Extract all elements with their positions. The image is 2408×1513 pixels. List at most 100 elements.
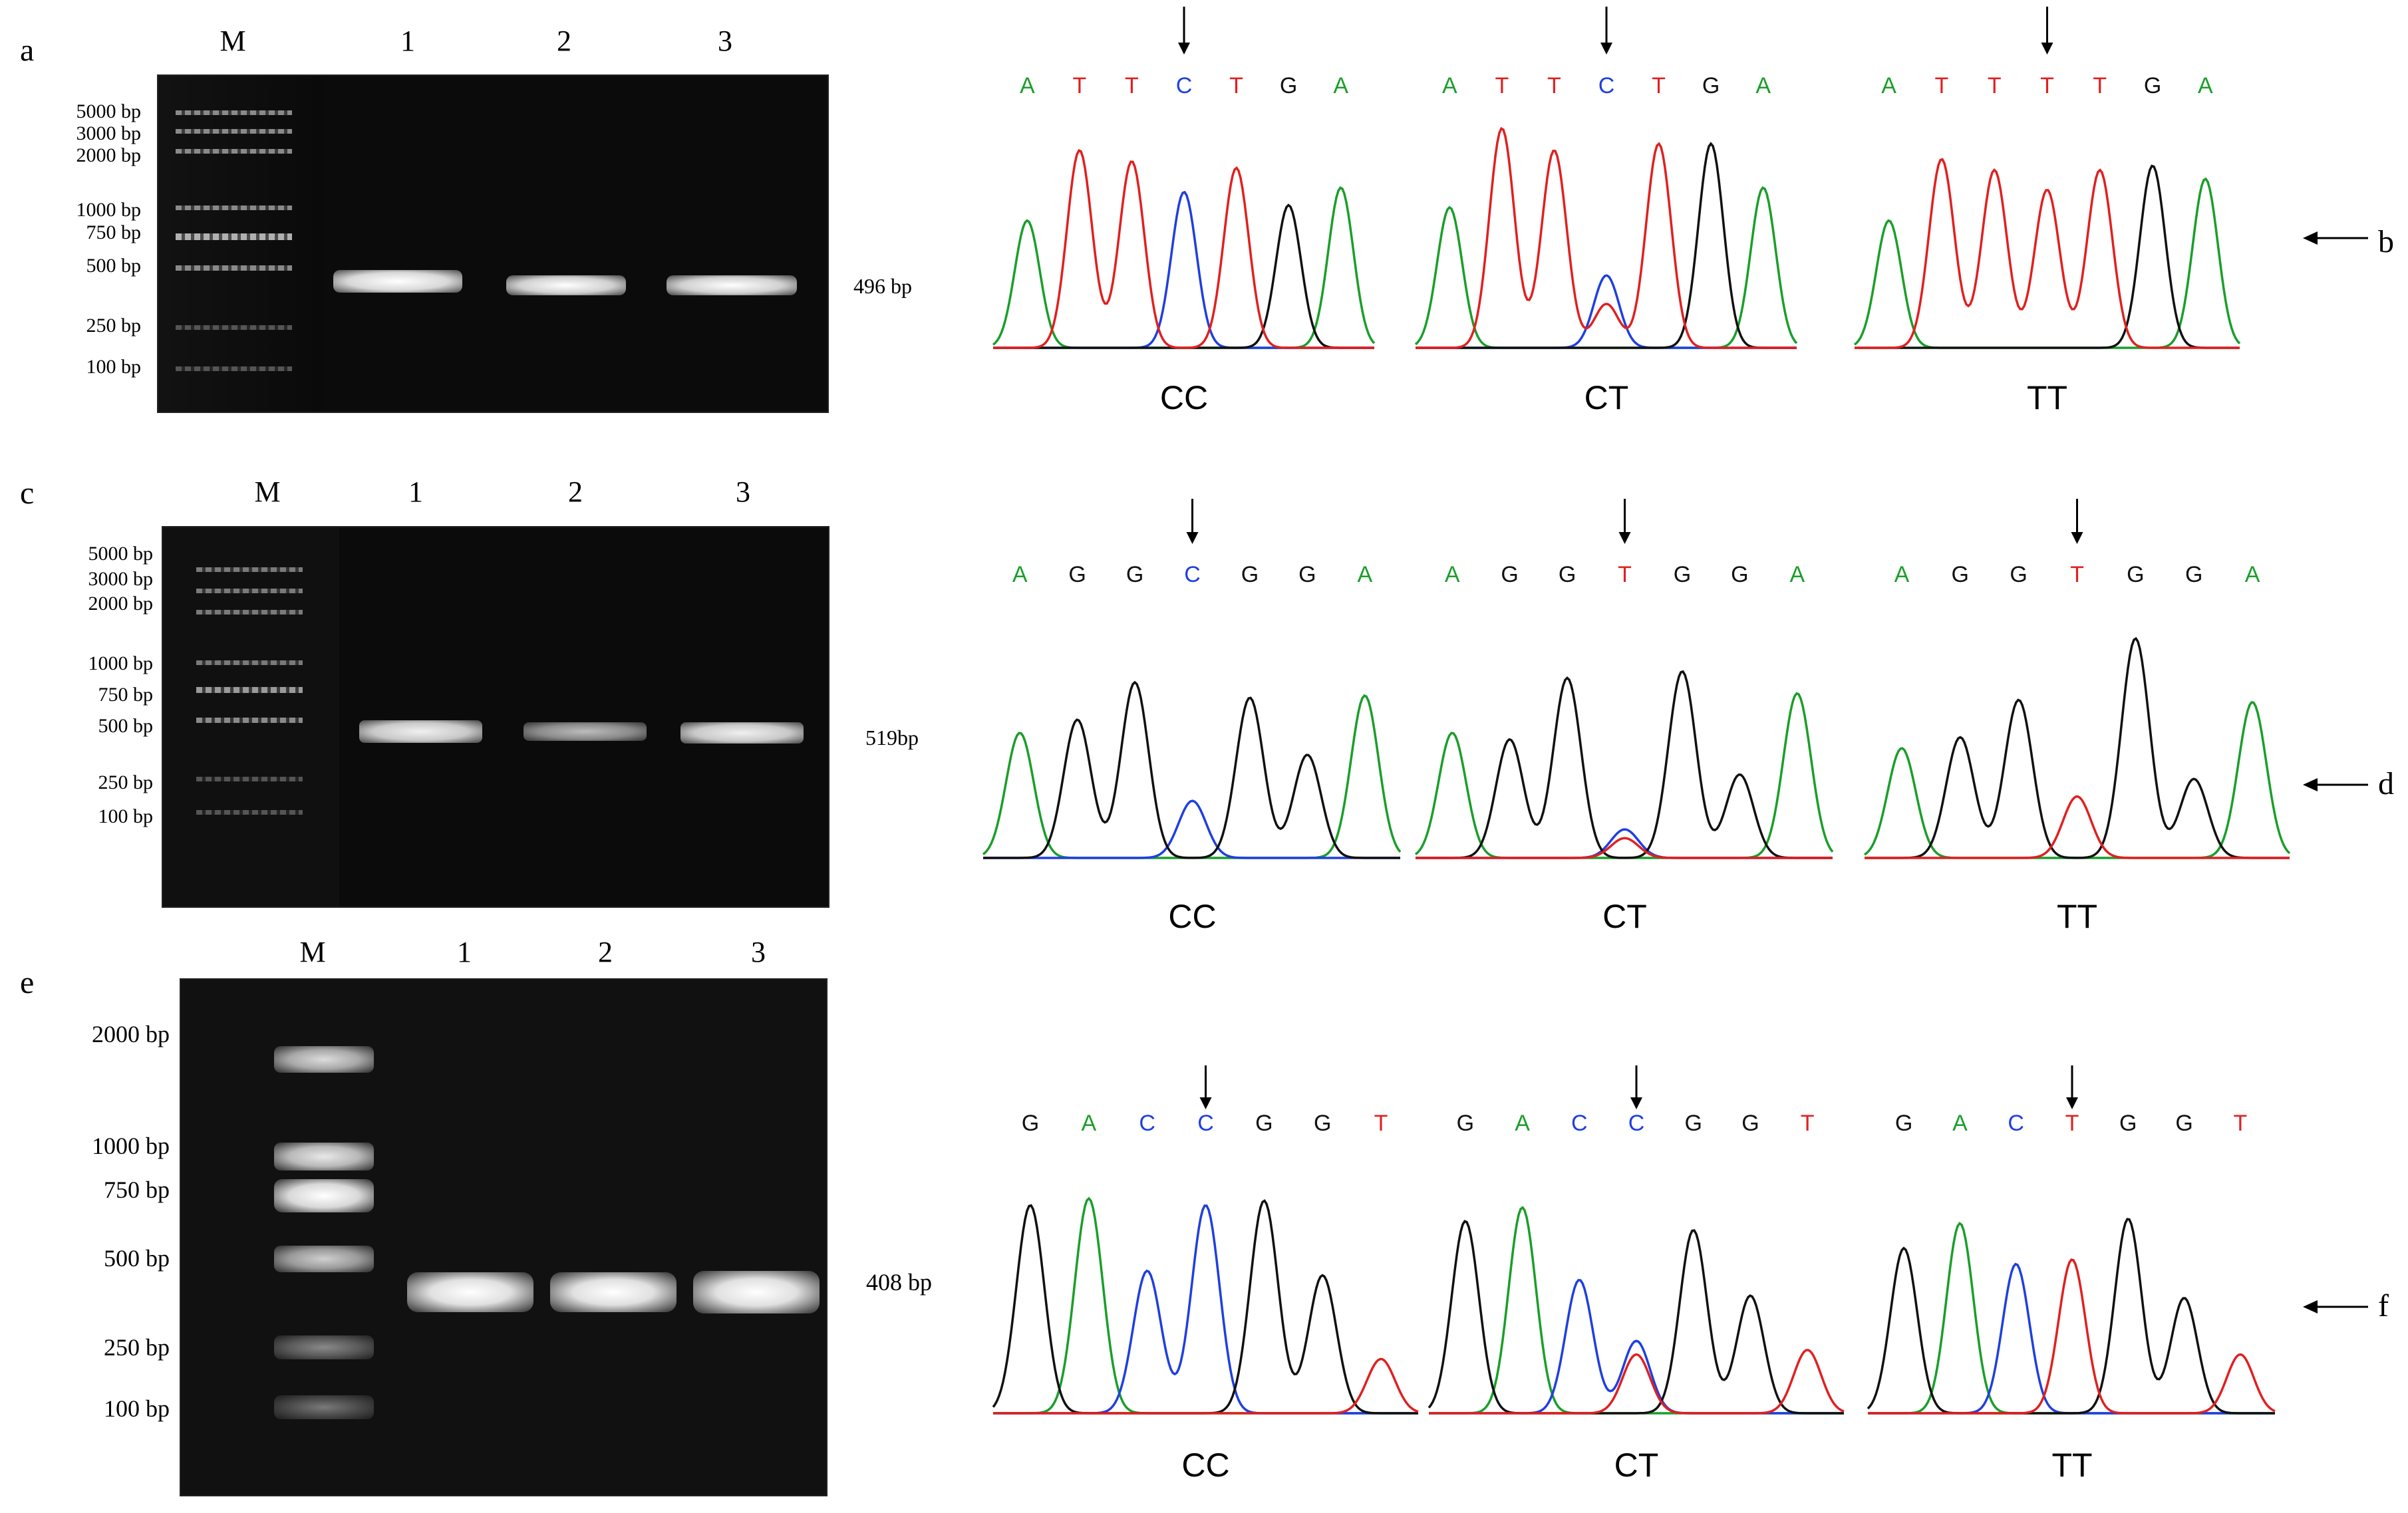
lane-label-3: 3 [736, 476, 750, 508]
ladder-label: 750 bp [98, 684, 154, 706]
snp-arrow-icon [1178, 43, 1190, 55]
base-call-letter: G [1559, 562, 1576, 587]
snp-arrow-icon [1199, 1097, 1212, 1109]
genotype-label: TT [2057, 898, 2097, 935]
ladder-label: 100 bp [86, 356, 142, 378]
lane-label-2: 2 [568, 476, 583, 508]
ladder-label: 500 bp [104, 1245, 170, 1272]
ladder-label: 750 bp [104, 1176, 170, 1203]
product-size-label: 496 bp [853, 274, 912, 298]
trace-T-peaks [1416, 837, 1833, 859]
trace-G-peaks [1855, 164, 2240, 349]
trace-G-peaks [1416, 142, 1797, 349]
snp-arrow-icon [1630, 1097, 1642, 1109]
trace-A-peaks [1414, 186, 1798, 349]
trace-C-peaks [1868, 1262, 2275, 1415]
panel-label-a: a [20, 33, 35, 68]
genotype-label: CC [1160, 379, 1208, 416]
base-call-letter: A [2198, 73, 2213, 98]
ladder-band [176, 325, 292, 330]
base-call-letter: A [1333, 73, 1348, 98]
trace-G-peaks [1867, 1218, 2275, 1415]
snp-arrow-icon [1186, 532, 1199, 544]
trace-G-peaks [992, 1199, 1418, 1415]
base-call-letter: T [1229, 73, 1243, 98]
base-call-letter: A [1952, 1111, 1968, 1136]
ladder-label: 5000 bp [76, 100, 142, 122]
base-call-letter: A [1012, 562, 1028, 587]
row-pointer-arrow-icon [2303, 231, 2318, 245]
ladder-label: 750 bp [86, 221, 142, 243]
base-call-letter: G [1501, 562, 1518, 587]
base-call-letter: T [1618, 562, 1632, 587]
ladder-band [196, 718, 303, 723]
ladder-band [176, 129, 292, 134]
snp-arrow-icon [2071, 532, 2083, 544]
trace-C-peaks [983, 799, 1400, 859]
ladder-band [176, 233, 292, 240]
base-call-letter: G [2010, 562, 2027, 587]
trace-T-peaks [1416, 126, 1797, 349]
base-call-letter: C [2008, 1111, 2024, 1136]
ladder-label: 1000 bp [88, 652, 154, 674]
base-call-letter: G [1126, 562, 1143, 587]
trace-T-peaks [993, 1357, 1419, 1415]
panel-label-f: f [2378, 1288, 2389, 1323]
ladder-label: 3000 bp [76, 122, 142, 144]
trace-T-peaks [993, 148, 1374, 349]
trace-A-peaks [982, 694, 1402, 859]
base-call-letter: G [1068, 562, 1086, 587]
sample-band-1 [333, 270, 462, 293]
ladder-label: 250 bp [86, 315, 142, 337]
genotype-label: CT [1602, 898, 1647, 935]
ladder-label: 100 bp [104, 1395, 170, 1422]
ladder-band [196, 610, 303, 615]
ladder-band [274, 1335, 374, 1359]
ladder-band [274, 1246, 374, 1272]
sample-band-1 [407, 1272, 533, 1312]
sample-band-3 [693, 1271, 820, 1313]
base-call-letter: T [1072, 73, 1086, 98]
base-call-letter: T [1988, 73, 2002, 98]
base-call-letter: G [1314, 1111, 1331, 1136]
lane-label-m: M [220, 25, 246, 57]
panel-label-e: e [20, 965, 35, 1000]
trace-T-peaks [1855, 158, 2240, 349]
base-call-letter: T [2065, 1111, 2079, 1136]
trace-G-peaks [1428, 1220, 1844, 1415]
ladder-label: 1000 bp [76, 199, 142, 221]
base-call-letter: A [1445, 562, 1460, 587]
ladder-label: 3000 bp [88, 568, 154, 590]
trace-T-peaks [1868, 1258, 2276, 1415]
ladder-band [196, 687, 303, 693]
trace-G-peaks [1865, 636, 2290, 859]
product-size-label: 408 bp [866, 1269, 932, 1296]
ladder-label: 100 bp [98, 805, 154, 827]
ladder-label: 2000 bp [92, 1021, 170, 1047]
base-call-letter: G [2185, 562, 2202, 587]
genotype-label: TT [2051, 1446, 2092, 1484]
genotype-label: TT [2027, 379, 2067, 416]
lane-label-1: 1 [408, 476, 423, 508]
base-call-letter: C [1139, 1111, 1155, 1136]
lane-label-2: 2 [557, 25, 571, 57]
row-pointer-arrow-icon [2303, 1300, 2318, 1313]
sample-band-3 [667, 275, 797, 295]
base-call-letter: C [1571, 1111, 1588, 1136]
ladder-band [196, 810, 303, 815]
ladder-band [176, 149, 292, 154]
ladder-band [176, 366, 292, 371]
base-call-letter: A [1515, 1111, 1530, 1136]
base-call-letter: T [1495, 73, 1509, 98]
base-call-letter: G [1674, 562, 1691, 587]
base-call-letter: G [1895, 1111, 1912, 1136]
sample-band-3 [680, 722, 804, 744]
ladder-label: 250 bp [98, 771, 154, 793]
base-call-letter: T [1935, 73, 1949, 98]
base-call-letter: G [1731, 562, 1748, 587]
base-call-letter: G [2175, 1111, 2192, 1136]
product-size-label: 519bp [865, 726, 919, 750]
trace-A-peaks [992, 186, 1376, 349]
ladder-band [196, 567, 303, 572]
